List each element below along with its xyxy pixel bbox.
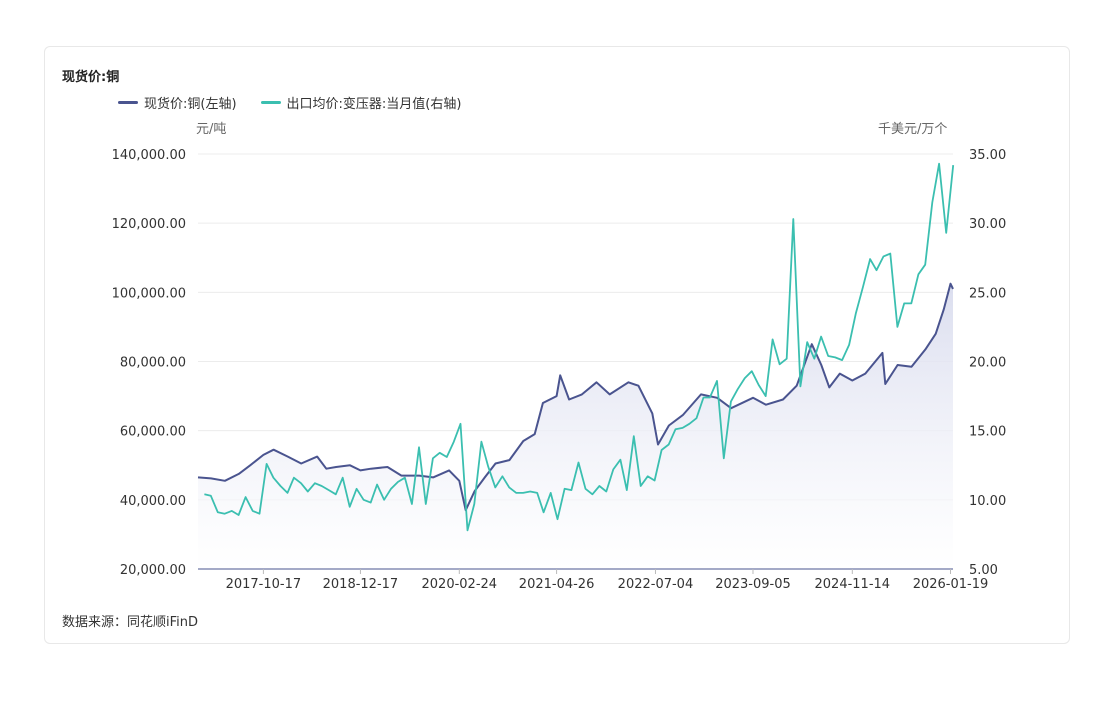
legend-item-export[interactable]: 出口均价:变压器:当月值(右轴) bbox=[260, 93, 462, 112]
x-tick-label: 2017-10-17 bbox=[226, 577, 302, 592]
x-tick-label: 2018-12-17 bbox=[323, 577, 399, 592]
legend: 现货价:铜(左轴) 出口均价:变压器:当月值(右轴) bbox=[118, 93, 461, 112]
legend-label-export: 出口均价:变压器:当月值(右轴) bbox=[286, 97, 462, 112]
series-line-copper[interactable] bbox=[197, 282, 954, 512]
y-right-tick-label: 10.00 bbox=[969, 494, 1006, 509]
left-axis-unit: 元/吨 bbox=[196, 122, 227, 137]
y-left-tick-label: 80,000.00 bbox=[120, 356, 186, 371]
y-left-tick-label: 60,000.00 bbox=[120, 425, 186, 440]
series-area-copper bbox=[198, 283, 953, 569]
legend-swatch-copper bbox=[118, 101, 138, 104]
legend-swatch-export bbox=[260, 101, 281, 104]
y-left-tick-label: 20,000.00 bbox=[120, 563, 186, 578]
x-tick-label: 2022-07-04 bbox=[618, 577, 694, 592]
y-right-tick-label: 15.00 bbox=[969, 425, 1006, 440]
legend-label-copper: 现货价:铜(左轴) bbox=[144, 97, 237, 112]
y-right-tick-label: 35.00 bbox=[969, 148, 1006, 163]
y-right-tick-label: 30.00 bbox=[969, 217, 1006, 232]
data-source: 数据来源：同花顺iFinD bbox=[62, 615, 199, 630]
y-left-tick-label: 140,000.00 bbox=[112, 148, 186, 163]
x-tick-label: 2021-04-26 bbox=[519, 577, 595, 592]
x-tick-label: 2023-09-05 bbox=[715, 577, 791, 592]
y-right-tick-label: 5.00 bbox=[969, 563, 998, 578]
chart-title: 现货价:铜 bbox=[62, 70, 120, 85]
right-axis-unit: 千美元/万个 bbox=[878, 122, 948, 137]
y-left-tick-label: 120,000.00 bbox=[112, 217, 186, 232]
x-tick-label: 2024-11-14 bbox=[815, 577, 891, 592]
series-line-export[interactable] bbox=[204, 162, 955, 532]
y-right-tick-label: 20.00 bbox=[969, 356, 1006, 371]
y-right-tick-label: 25.00 bbox=[969, 286, 1006, 301]
y-left-tick-label: 100,000.00 bbox=[112, 286, 186, 301]
x-tick-label: 2020-02-24 bbox=[422, 577, 498, 592]
x-tick-label: 2026-01-19 bbox=[913, 577, 989, 592]
legend-item-copper[interactable]: 现货价:铜(左轴) bbox=[118, 93, 237, 112]
y-left-tick-label: 40,000.00 bbox=[120, 494, 186, 509]
